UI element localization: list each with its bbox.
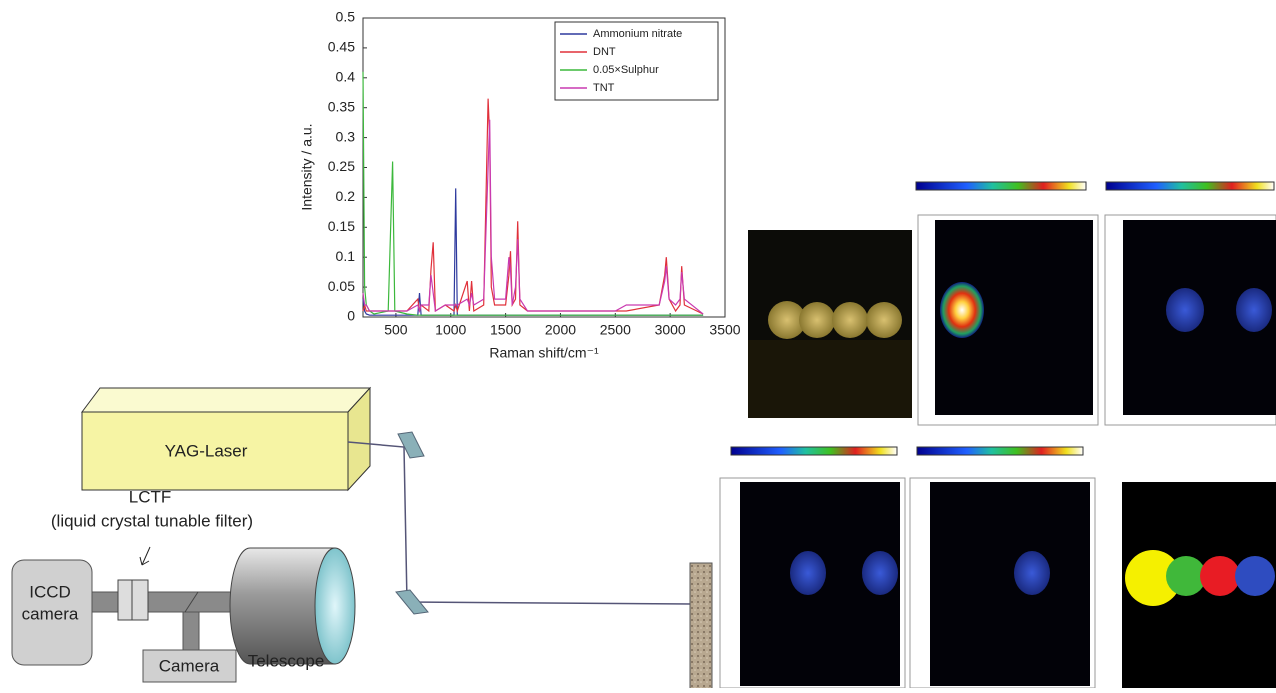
legend-label: Ammonium nitrate — [593, 28, 682, 40]
laser-body — [81, 411, 349, 491]
telescope-lens — [314, 547, 356, 665]
laser-label: YAG-Laser — [165, 441, 248, 460]
legend-box — [554, 21, 719, 101]
x-tick-label: 500 — [384, 322, 408, 338]
series-line — [362, 71, 704, 316]
x-tick-label: 1000 — [435, 322, 466, 338]
mirror — [395, 589, 429, 615]
blob — [1014, 551, 1050, 595]
colorbar — [916, 446, 1084, 456]
camera-label: Camera — [159, 656, 220, 675]
blob — [1200, 556, 1240, 596]
blob — [1166, 556, 1206, 596]
y-tick-label: 0.45 — [328, 39, 355, 55]
y-tick-label: 0.05 — [328, 278, 355, 294]
x-tick-label: 3500 — [709, 322, 740, 338]
blob — [790, 551, 826, 595]
laser-top — [81, 387, 372, 413]
colorbar — [1105, 181, 1275, 191]
colorbar — [915, 181, 1087, 191]
iccd-label: camera — [22, 604, 79, 623]
series-line — [362, 119, 704, 315]
blob — [862, 551, 898, 595]
legend-label: DNT — [593, 46, 616, 58]
image-panels — [719, 181, 1276, 689]
image — [930, 482, 1090, 686]
telescope-label: Telescope — [248, 651, 325, 670]
series-line — [362, 98, 704, 315]
x-tick-label: 3000 — [655, 322, 686, 338]
y-tick-label: 0.4 — [336, 69, 356, 85]
iccd-label: ICCD — [29, 582, 71, 601]
telescope — [229, 547, 336, 665]
lctf-full-label: (liquid crystal tunable filter) — [51, 511, 253, 530]
sample — [832, 302, 868, 338]
lctf — [117, 579, 133, 621]
y-tick-label: 0.15 — [328, 218, 355, 234]
blob — [1236, 288, 1272, 332]
camera-stem — [182, 611, 200, 653]
y-tick-label: 0 — [347, 308, 355, 324]
camera-box — [142, 649, 237, 683]
x-tick-label: 1500 — [490, 322, 521, 338]
blob — [940, 282, 984, 338]
legend-label: TNT — [593, 82, 615, 94]
colorbar — [730, 446, 898, 456]
legend-label: 0.05×Sulphur — [593, 64, 659, 76]
x-axis-label: Raman shift/cm⁻¹ — [489, 345, 599, 361]
arrow — [139, 546, 151, 566]
blob — [1166, 288, 1204, 332]
y-tick-label: 0.35 — [328, 98, 355, 114]
lctf — [131, 579, 149, 621]
optical-tube — [91, 591, 233, 613]
blob — [1125, 550, 1181, 606]
laser-beam — [347, 441, 693, 605]
sample — [799, 302, 835, 338]
y-axis-label: Intensity / a.u. — [299, 123, 315, 210]
y-tick-label: 0.3 — [336, 128, 356, 144]
sample — [866, 302, 902, 338]
series-line — [362, 188, 704, 316]
setup-diagram: YAG-Laser ICCD camera Camera Telescope L… — [11, 386, 713, 690]
target — [689, 562, 713, 690]
chart: Raman shift/cm⁻¹ Intensity / a.u. 0 0.05 0… — [299, 9, 741, 361]
y-tick-label: 0.5 — [336, 9, 356, 25]
beam-splitter — [184, 591, 199, 613]
y-tick-label: 0.1 — [336, 248, 356, 264]
y-tick-label: 0.25 — [328, 158, 355, 174]
x-tick-label: 2500 — [600, 322, 631, 338]
sample — [768, 301, 806, 339]
y-tick-label: 0.2 — [336, 188, 356, 204]
lctf-label: LCTF — [129, 487, 172, 506]
x-tick-label: 2000 — [545, 322, 576, 338]
blob — [1235, 556, 1275, 596]
mirror — [397, 431, 425, 459]
